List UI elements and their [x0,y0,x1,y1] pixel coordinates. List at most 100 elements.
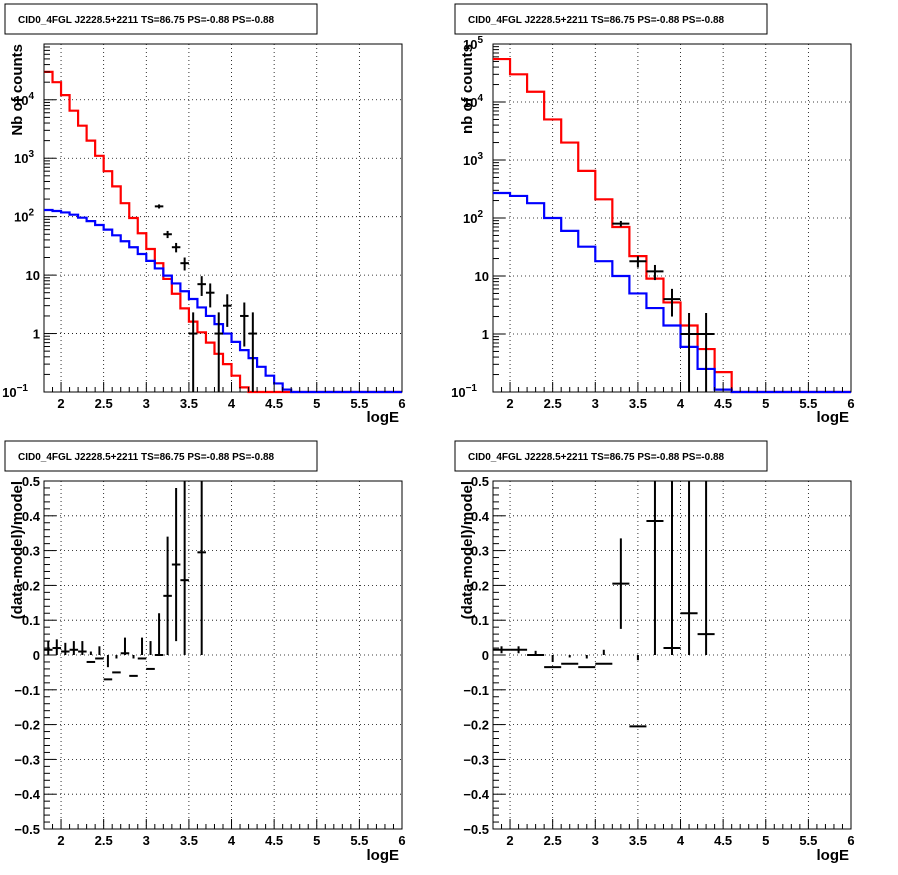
data-point [205,283,215,308]
title-box [4,3,318,35]
x-tick-label: 4.5 [714,396,732,411]
x-tick-label: 3 [143,396,150,411]
y-tick-exponent: 5 [477,35,483,46]
x-tick-label: 2.5 [544,833,562,848]
y-tick-label: 0.1 [471,613,489,628]
y-tick-label: 0 [33,648,40,663]
x-tick-label: 3 [592,396,599,411]
data-point [680,481,698,655]
axis-ticks [492,480,852,830]
data-point [248,312,258,392]
y-tick-label: −0.4 [463,787,489,802]
y-tick-label: 0.2 [471,578,489,593]
x-tick-label: 4 [228,396,236,411]
y-tick-label: 102 [463,209,483,226]
y-tick-exponent: 3 [28,149,34,160]
data-point [612,538,630,629]
data-point [240,302,249,347]
x-tick-label: 3.5 [629,833,647,848]
axis-ticks [492,43,852,393]
y-tick-label: −0.5 [463,822,489,837]
x-tick-label: 2 [506,833,513,848]
y-axis-label: Nb of counts [9,44,26,136]
total-model-line [493,57,851,394]
x-tick-label: 2.5 [544,396,562,411]
data-point [52,639,62,655]
data-point [95,646,104,660]
y-tick-label: −0.3 [463,752,489,767]
data-point [180,257,189,271]
x-tick-label: 5 [762,833,769,848]
x-tick-label: 2 [57,833,64,848]
y-tick-label: −0.4 [14,787,40,802]
data-point [154,204,164,209]
data-point [612,220,630,227]
data-point [646,264,664,281]
data-point [188,312,198,392]
y-tick-label: −0.1 [14,683,40,698]
x-tick-label: 4 [228,833,236,848]
data-point [663,481,681,655]
y-tick-exponent: 3 [477,151,483,162]
y-tick-label: 1 [33,327,40,342]
data-point [561,655,579,665]
data-point [86,651,96,663]
y-tick-label: 10−1 [451,383,477,400]
data-point [544,655,562,669]
data-point [493,646,511,654]
y-tick-exponent: 2 [477,209,483,220]
data-point [146,641,155,670]
x-tick-label: 5.5 [350,833,368,848]
y-axis-label: nb of counts [459,44,476,134]
x-tick-label: 6 [847,833,854,848]
tick-labels: 2 2.5 3 3.5 4 4.5 5 5.5 6 0.5 0.4 0.3 0.2 0.1 0 −0.1 −0.… [14,474,405,848]
y-tick-exponent: 4 [477,93,483,104]
x-axis-label: logE [367,847,400,864]
chart-title: CID0_4FGL J2228.5+2211 TS=86.75 PS=-0.88… [468,15,725,26]
panel-counts-left: CID0_4FGL J2228.5+2211 TS=86.75 PS=-0.88… [0,0,449,437]
data-point [629,256,647,268]
chart-title: CID0_4FGL J2228.5+2211 TS=86.75 PS=-0.88… [18,15,275,26]
y-tick-label: 0.4 [471,509,490,524]
series-layer [493,57,851,394]
y-axis-label: (data-model)/model [459,481,476,619]
data-point [163,230,172,239]
x-tick-label: 5 [313,833,320,848]
x-tick-label: 2.5 [95,396,113,411]
y-tick-label: 1 [482,327,489,342]
x-tick-label: 6 [847,396,854,411]
x-tick-label: 2 [57,396,64,411]
title-box [4,440,318,472]
data-point [61,642,70,655]
data-point [137,637,147,660]
y-tick-exponent: 2 [28,208,34,219]
y-tick-label: 0.4 [22,509,41,524]
x-tick-label: 5.5 [799,833,817,848]
y-tick-exponent: −1 [17,383,29,394]
data-point [112,655,121,674]
background-model-line [493,191,851,394]
x-tick-label: 5.5 [799,396,817,411]
chart-title: CID0_4FGL J2228.5+2211 TS=86.75 PS=-0.88… [468,452,725,463]
x-tick-label: 4 [677,833,685,848]
y-tick-label: 10 [26,268,40,283]
data-point [663,288,681,317]
data-point [223,294,232,327]
data-point [129,655,138,677]
series-layer [493,481,715,728]
x-tick-label: 2.5 [95,833,113,848]
data-point [171,242,181,253]
x-tick-label: 4.5 [265,833,283,848]
data-point [646,481,664,655]
panel-counts-right: CID0_4FGL J2228.5+2211 TS=86.75 PS=-0.88… [451,3,855,426]
data-point [69,641,79,655]
x-tick-label: 2 [506,396,513,411]
panel-residuals-left: CID0_4FGL J2228.5+2211 TS=86.75 PS=-0.88… [4,440,406,864]
x-tick-label: 4 [677,396,685,411]
data-point [510,646,528,654]
data-point [629,655,647,728]
y-tick-label: −0.5 [14,822,40,837]
x-tick-label: 5.5 [350,396,368,411]
x-tick-label: 5 [762,396,769,411]
